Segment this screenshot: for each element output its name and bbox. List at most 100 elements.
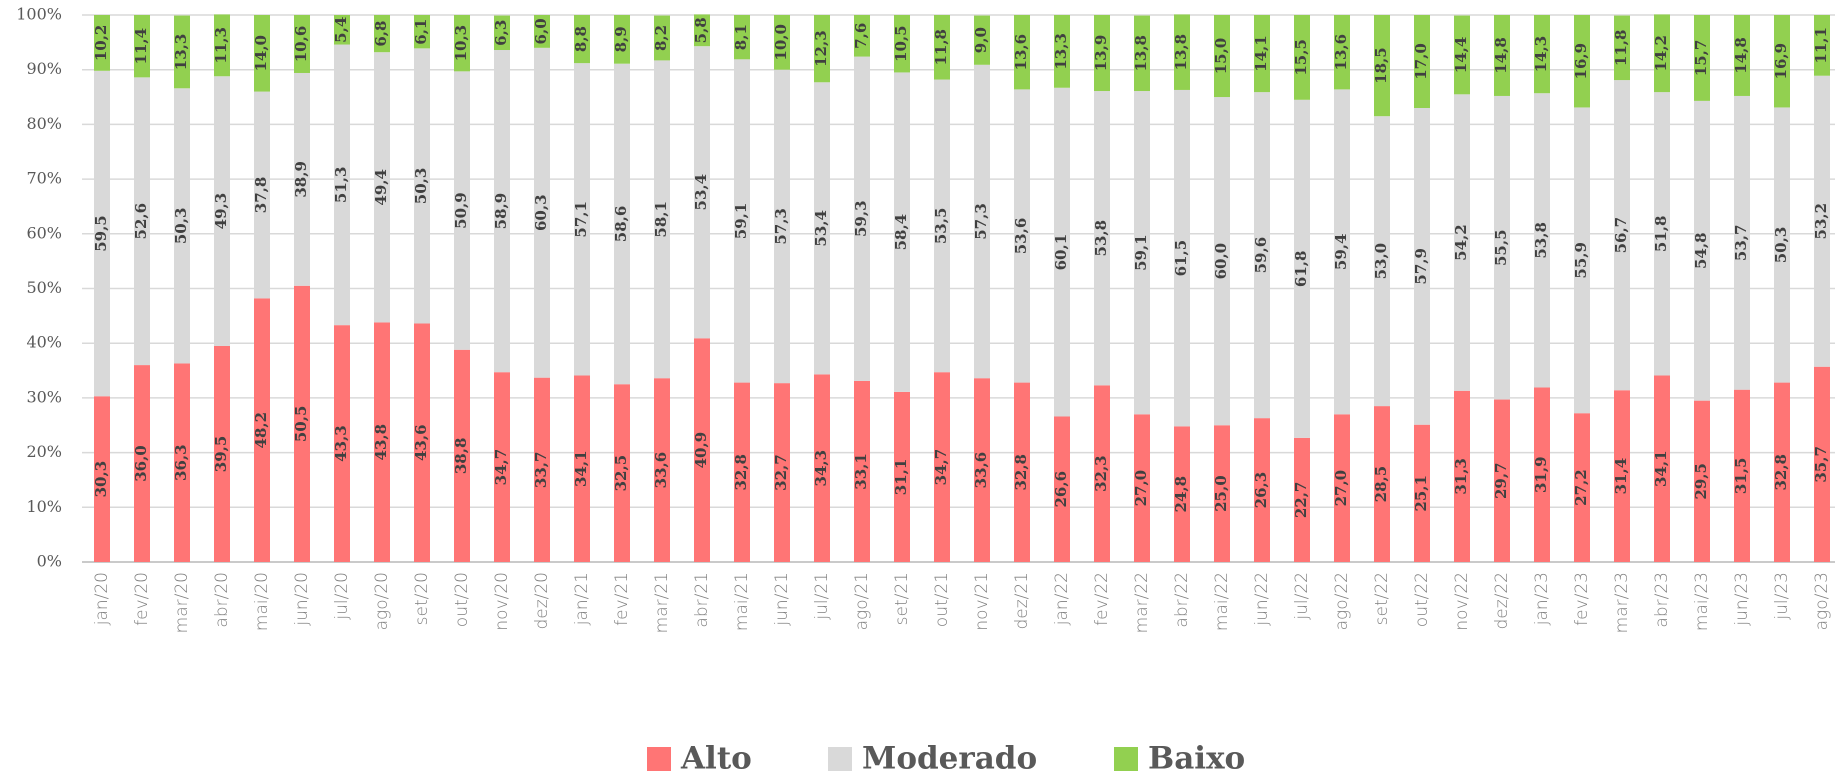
bar-segment: [1814, 366, 1830, 562]
bar-segment: [214, 345, 230, 562]
bar-segment: [694, 14, 710, 47]
data-label: 60,0: [1212, 243, 1230, 280]
data-label: 8,9: [612, 26, 630, 52]
bar-segment: [94, 70, 110, 397]
data-label: 30,3: [92, 461, 110, 498]
y-tick-label: 20%: [26, 442, 62, 461]
data-label: 13,9: [1092, 35, 1110, 72]
bar-segment: [1774, 382, 1790, 562]
y-tick-label: 0%: [37, 552, 62, 571]
legend-swatch: [1114, 747, 1138, 771]
bar-segment: [1494, 399, 1510, 562]
x-tick-label: ago/20: [372, 572, 392, 630]
bar-segment: [454, 15, 470, 72]
bar-segment: [1254, 92, 1270, 419]
bar-segment: [734, 15, 750, 60]
data-label: 50,9: [452, 192, 470, 229]
data-label: 58,6: [612, 206, 630, 243]
bar-segment: [294, 15, 310, 73]
data-label: 49,3: [212, 193, 230, 230]
x-tick-label: nov/21: [972, 572, 992, 631]
x-tick-label: mai/22: [1212, 572, 1232, 631]
x-tick-label: jan/22: [1052, 572, 1072, 626]
bar-segment: [854, 56, 870, 381]
bar-segment: [1494, 95, 1510, 400]
data-label: 13,6: [1332, 34, 1350, 71]
bar-segment: [1094, 91, 1110, 386]
bar-segment: [1654, 14, 1670, 93]
bar-segment: [1014, 382, 1030, 562]
data-label: 13,8: [1172, 34, 1190, 71]
bar-segment: [334, 44, 350, 326]
bar-segment: [734, 59, 750, 383]
data-label: 25,1: [1412, 475, 1430, 512]
data-label: 53,2: [1812, 203, 1830, 240]
data-label: 57,1: [572, 201, 590, 238]
data-label: 32,8: [1012, 454, 1030, 491]
bar-segment: [894, 15, 910, 73]
bar-segment: [774, 383, 790, 562]
bar-segment: [854, 15, 870, 57]
data-label: 51,8: [1652, 216, 1670, 253]
data-label: 18,5: [1372, 47, 1390, 84]
data-label: 14,8: [1492, 37, 1510, 74]
data-label: 48,2: [252, 412, 270, 449]
data-label: 13,3: [172, 34, 190, 71]
data-label: 34,3: [812, 450, 830, 487]
data-label: 32,5: [612, 455, 630, 492]
data-label: 10,2: [92, 25, 110, 62]
data-label: 53,0: [1372, 243, 1390, 280]
data-label: 59,5: [92, 215, 110, 252]
x-tick-label: jan/21: [572, 572, 592, 626]
data-label: 14,3: [1532, 36, 1550, 73]
bar-segment: [1214, 425, 1230, 562]
x-tick-label: out/22: [1412, 572, 1432, 627]
bar-segment: [614, 15, 630, 64]
bar-segment: [1174, 14, 1190, 90]
bar-segment: [654, 60, 670, 379]
data-label: 34,1: [1652, 450, 1670, 487]
data-label: 53,7: [1732, 225, 1750, 262]
bar-segment: [974, 15, 990, 65]
data-label: 40,9: [692, 432, 710, 469]
x-tick-label: dez/22: [1492, 572, 1512, 630]
x-tick-label: mar/22: [1132, 572, 1152, 633]
data-label: 34,7: [932, 449, 950, 486]
data-label: 11,8: [932, 29, 950, 66]
data-label: 10,5: [892, 25, 910, 62]
data-label: 59,6: [1252, 237, 1270, 274]
bar-segment: [334, 15, 350, 45]
bar-segment: [694, 46, 710, 339]
x-tick-label: jun/20: [292, 572, 312, 627]
bar-segment: [1414, 107, 1430, 425]
x-tick-label: jan/20: [92, 572, 112, 626]
data-label: 13,3: [1052, 33, 1070, 70]
bar-segment: [94, 396, 110, 562]
bar-segment: [1054, 15, 1070, 88]
data-label: 16,9: [1572, 43, 1590, 80]
bar-segment: [774, 69, 790, 384]
x-tick-label: set/22: [1372, 572, 1392, 625]
bar-segment: [414, 48, 430, 324]
x-tick-label: set/21: [892, 572, 912, 625]
data-label: 58,4: [892, 214, 910, 251]
data-label: 50,3: [172, 208, 190, 245]
data-label: 8,2: [652, 25, 670, 51]
data-label: 60,3: [532, 194, 550, 231]
legend-label: Baixo: [1148, 741, 1245, 777]
bar-segment: [854, 380, 870, 562]
data-label: 53,8: [1532, 222, 1550, 259]
data-label: 36,0: [132, 445, 150, 482]
y-tick-label: 40%: [26, 333, 62, 352]
x-tick-label: fev/21: [612, 572, 632, 626]
data-label: 38,9: [292, 161, 310, 198]
bar-segment: [1214, 15, 1230, 98]
data-label: 7,6: [852, 23, 870, 49]
data-label: 54,8: [1692, 232, 1710, 269]
data-label: 57,3: [972, 203, 990, 240]
bar-segment: [534, 47, 550, 378]
x-tick-label: abr/21: [692, 572, 712, 628]
bar-segment: [974, 378, 990, 562]
data-label: 51,3: [332, 167, 350, 204]
bar-segment: [1054, 87, 1070, 417]
